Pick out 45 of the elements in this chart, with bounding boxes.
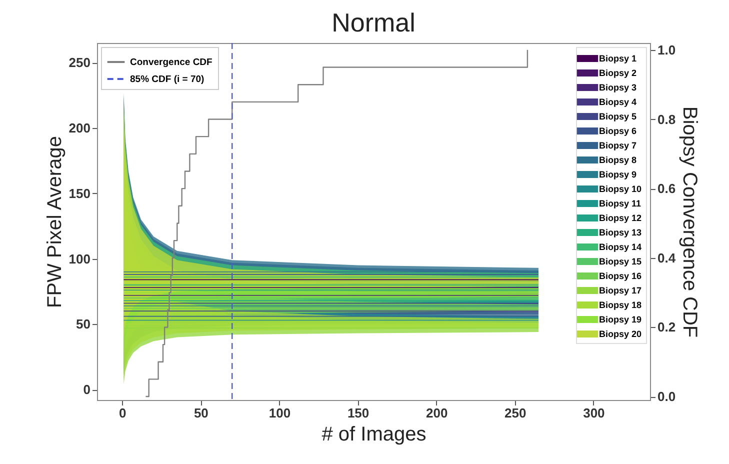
- legend-label: Biopsy 1: [599, 54, 637, 64]
- y-tick-label: 0: [83, 382, 90, 398]
- legend-label: Biopsy 14: [599, 242, 642, 252]
- y2-tick-label: 0.4: [658, 250, 676, 266]
- legend-label: Biopsy 18: [599, 300, 642, 310]
- y-axis-title: FPW Pixel Average: [44, 136, 66, 308]
- legend-label: Biopsy 20: [599, 329, 642, 339]
- chart-title: Normal: [332, 7, 416, 38]
- x-tick-label: 0: [119, 406, 126, 420]
- x-tick-label: 50: [194, 406, 208, 420]
- x-axis-title: # of Images: [322, 424, 426, 446]
- y2-tick-label: 0.8: [658, 112, 676, 127]
- x-tick-label: 200: [426, 406, 448, 420]
- legend-label: Biopsy 8: [599, 155, 637, 165]
- ref-line-label: 85% CDF (i = 70): [130, 74, 204, 85]
- y-tick-label: 200: [68, 120, 90, 136]
- legend-label: Biopsy 4: [599, 97, 637, 107]
- y2-tick-label: 0.6: [658, 181, 676, 196]
- y-tick-label: 100: [68, 251, 90, 266]
- legend-label: Biopsy 13: [599, 228, 642, 238]
- x-tick-label: 100: [268, 406, 291, 420]
- legend-label: Biopsy 15: [599, 256, 642, 266]
- legend-label: Convergence CDF: [130, 57, 213, 68]
- legend-label: Biopsy 10: [599, 184, 642, 194]
- y-tick-label: 250: [68, 55, 90, 70]
- legend-label: Biopsy 7: [599, 140, 637, 150]
- y2-tick-label: 0.0: [658, 389, 676, 404]
- legend-label: Biopsy 19: [599, 314, 642, 324]
- y2-tick-label: 1.0: [658, 42, 676, 58]
- legend-label: Biopsy 6: [599, 126, 637, 136]
- x-tick-label: 300: [583, 406, 605, 420]
- legend-label: Biopsy 2: [599, 68, 637, 78]
- x-tick-label: 250: [504, 406, 526, 420]
- legend-label: Biopsy 5: [599, 112, 637, 122]
- y2-axis-title: Biopsy Convergence CDF: [678, 106, 701, 338]
- legend-label: Biopsy 16: [599, 271, 642, 281]
- y2-tick-label: 0.2: [658, 320, 676, 335]
- x-tick-label: 150: [347, 406, 370, 420]
- legend-label: Biopsy 11: [599, 198, 642, 208]
- y-tick-label: 150: [68, 186, 90, 201]
- legend-label: Biopsy 12: [599, 213, 642, 223]
- legend-label: Biopsy 3: [599, 82, 637, 92]
- legend-label: Biopsy 17: [599, 286, 642, 296]
- y-tick-label: 50: [76, 316, 90, 332]
- legend-label: Biopsy 9: [599, 170, 637, 180]
